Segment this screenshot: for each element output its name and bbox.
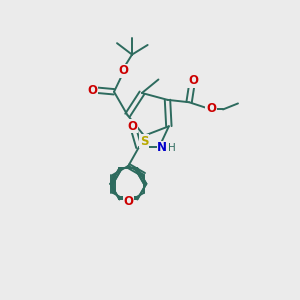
Text: O: O [188,74,198,87]
Text: O: O [206,102,216,115]
Text: O: O [118,64,128,77]
Text: O: O [127,120,137,133]
Text: S: S [140,135,148,148]
Text: O: O [87,84,97,97]
Text: N: N [157,141,167,154]
Text: H: H [168,143,176,154]
Text: O: O [123,195,134,208]
